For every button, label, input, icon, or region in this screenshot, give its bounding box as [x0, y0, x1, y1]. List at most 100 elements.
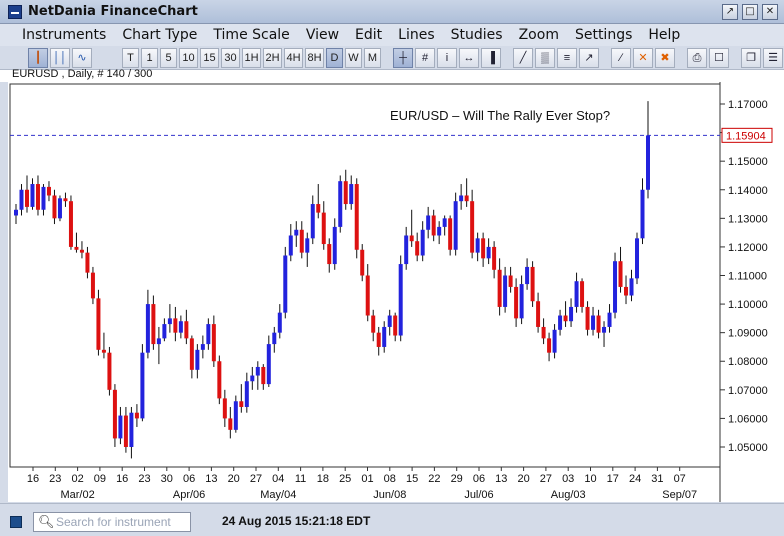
candle-up	[437, 226, 442, 236]
x-day-label: 18	[317, 473, 329, 485]
timescale-5-button[interactable]: 5	[160, 48, 177, 68]
restore-window-icon[interactable]: ↗	[722, 4, 738, 20]
candle-up	[156, 338, 161, 345]
info-bar	[0, 70, 784, 82]
candle-down	[448, 218, 453, 250]
candle-down	[596, 315, 601, 333]
candle-down	[24, 189, 29, 207]
crosshair-icon[interactable]: ┼	[393, 48, 413, 68]
y-tick-label: 1.13000	[728, 213, 768, 225]
candle-up	[167, 318, 172, 325]
timescale-d-button[interactable]: D	[326, 48, 343, 68]
candle-up	[475, 238, 480, 253]
draw-line-icon[interactable]: ╱	[513, 48, 533, 68]
candle-up	[255, 366, 260, 376]
window-title: NetDania FinanceChart	[28, 4, 198, 19]
candle-up	[453, 201, 458, 250]
volume-icon[interactable]: ▐	[481, 48, 501, 68]
info-icon[interactable]: i	[437, 48, 457, 68]
grid-icon[interactable]: #	[415, 48, 435, 68]
menu-settings[interactable]: Settings	[574, 27, 633, 43]
candle-down	[90, 272, 95, 299]
candle-up	[145, 304, 150, 353]
x-day-label: 27	[250, 473, 262, 485]
menu-studies[interactable]: Studies	[450, 27, 503, 43]
timescale-w-button[interactable]: W	[345, 48, 362, 68]
x-day-label: 06	[473, 473, 485, 485]
close-window-icon[interactable]: ✕	[762, 4, 778, 20]
candle-up	[41, 186, 46, 210]
print-icon[interactable]: ⎙	[687, 48, 707, 68]
x-day-label: 13	[495, 473, 507, 485]
candle-up	[442, 218, 447, 227]
timescale-1h-button[interactable]: 1H	[242, 48, 261, 68]
candle-up	[613, 261, 618, 313]
menu-view[interactable]: View	[305, 27, 340, 43]
maximize-window-icon[interactable]: □	[742, 4, 758, 20]
candle-down	[376, 332, 381, 347]
timescale-m-button[interactable]: M	[364, 48, 381, 68]
candle-down	[101, 349, 106, 353]
candle-down	[508, 275, 513, 287]
candle-up	[349, 184, 354, 205]
chart-area[interactable]: 1.05000 1.06000 1.07000 1.08000 1.09000 1.100…	[8, 82, 784, 502]
window-controls: ↗ □ ✕	[722, 4, 778, 20]
candle-down	[481, 238, 486, 259]
candle-down	[624, 286, 629, 296]
timescale-2h-button[interactable]: 2H	[263, 48, 282, 68]
scroll-icon[interactable]: ↔	[459, 48, 479, 68]
menu-time-scale[interactable]: Time Scale	[213, 27, 290, 43]
candle-up	[244, 381, 249, 407]
candle-up	[30, 184, 35, 207]
candle-up	[646, 135, 650, 190]
candle-down	[431, 215, 436, 236]
candle-up	[332, 226, 337, 265]
candle-down	[514, 286, 519, 319]
menu-instruments[interactable]: Instruments	[22, 27, 107, 43]
candlestick-chart[interactable]: 1.05000 1.06000 1.07000 1.08000 1.09000 1.100…	[8, 82, 784, 502]
candle-down	[217, 361, 222, 399]
candle-up	[288, 235, 293, 256]
candle-down	[492, 246, 497, 270]
timescale-10-button[interactable]: 10	[179, 48, 198, 68]
menu-help[interactable]: Help	[648, 27, 681, 43]
candle-up	[640, 189, 645, 239]
status-bar: 🔍︎ 24 Aug 2015 15:21:18 EDT	[0, 503, 784, 536]
detach-icon[interactable]: ❐	[741, 48, 761, 68]
menu-lines[interactable]: Lines	[398, 27, 435, 43]
settings-panel-icon[interactable]: ☰	[763, 48, 783, 68]
trend-line-icon[interactable]: ∕	[611, 48, 631, 68]
x-month-label: Apr/06	[173, 489, 205, 501]
timescale-30-button[interactable]: 30	[221, 48, 240, 68]
x-day-label: 27	[540, 473, 552, 485]
candle-up	[283, 255, 288, 313]
candle-up	[250, 375, 255, 382]
channel-icon[interactable]: ≡	[557, 48, 577, 68]
candle-down	[343, 181, 348, 205]
arrow-tool-icon[interactable]: ↗	[579, 48, 599, 68]
x-day-label: 16	[116, 473, 128, 485]
ohlc-bar-icon[interactable]: ││	[50, 48, 70, 68]
timescale-8h-button[interactable]: 8H	[305, 48, 324, 68]
print-preview-icon[interactable]: ☐	[709, 48, 729, 68]
menu-edit[interactable]: Edit	[355, 27, 383, 43]
candle-up	[162, 324, 167, 339]
fibonacci-icon[interactable]: ▒	[535, 48, 555, 68]
menu-chart-type[interactable]: Chart Type	[122, 27, 198, 43]
menu-zoom[interactable]: Zoom	[518, 27, 559, 43]
candlestick-icon[interactable]: ┃	[28, 48, 48, 68]
candle-down	[222, 398, 227, 419]
timescale-t-button[interactable]: T	[122, 48, 139, 68]
delete-all-icon[interactable]: ✖	[655, 48, 675, 68]
x-day-label: 03	[562, 473, 574, 485]
search-input[interactable]	[56, 514, 188, 530]
line-chart-icon[interactable]: ∿	[72, 48, 92, 68]
timescale-15-button[interactable]: 15	[200, 48, 219, 68]
delete-icon[interactable]: ✕	[633, 48, 653, 68]
timescale-4h-button[interactable]: 4H	[284, 48, 303, 68]
search-box[interactable]: 🔍︎	[33, 512, 191, 532]
timescale-1-button[interactable]: 1	[141, 48, 158, 68]
candle-down	[470, 201, 475, 253]
candle-down	[316, 204, 321, 213]
x-month-label: Sep/07	[662, 489, 697, 501]
